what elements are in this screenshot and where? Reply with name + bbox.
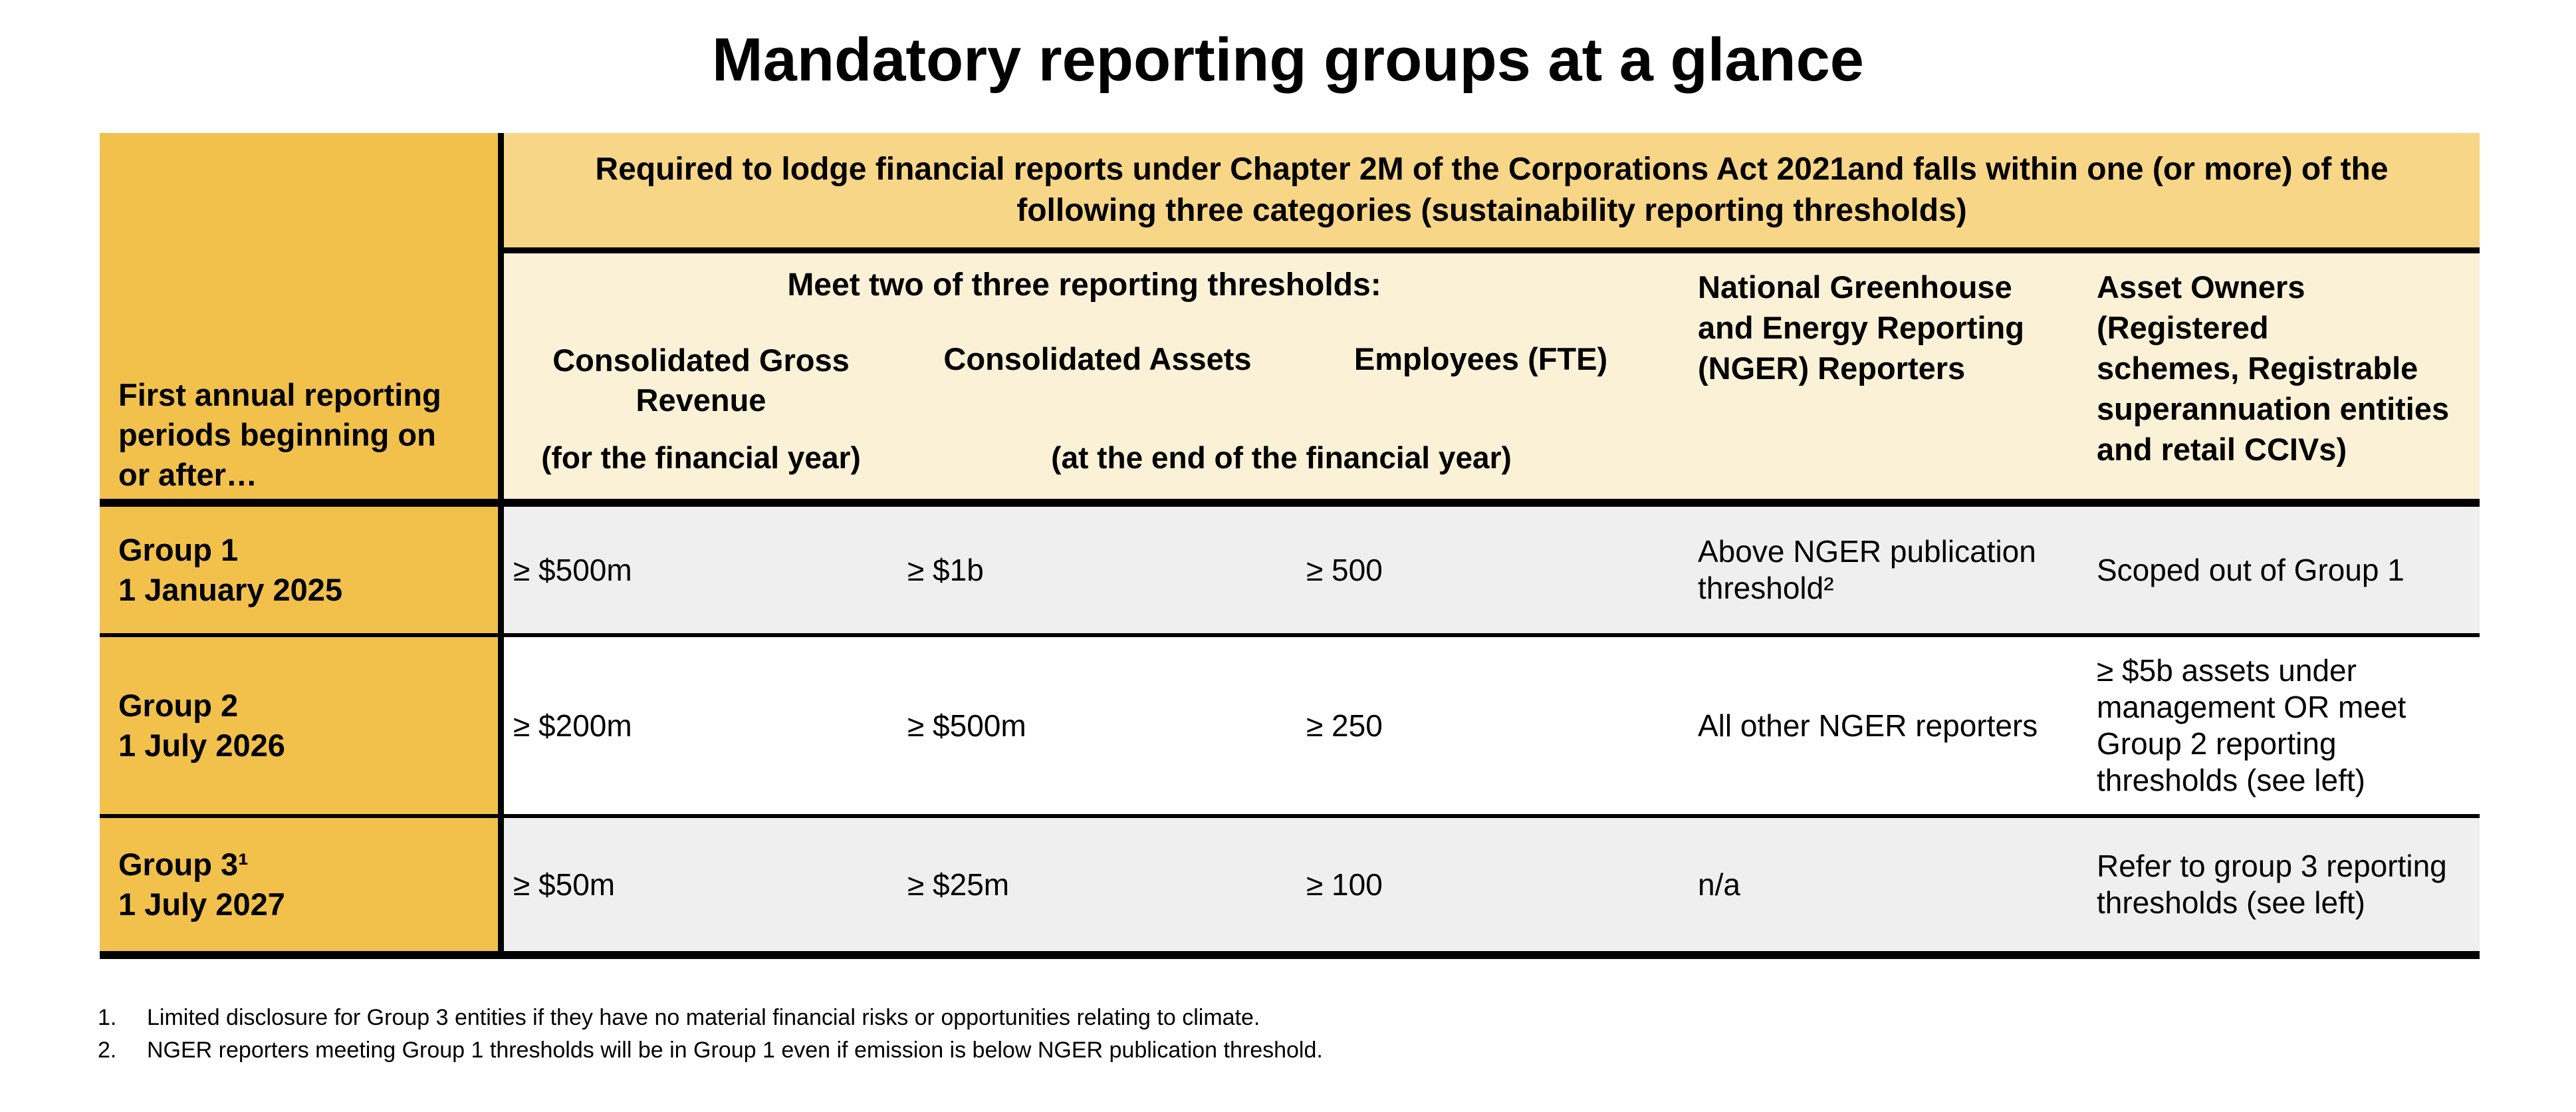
- row-header-divider: [498, 133, 504, 959]
- group1-asset-owners-value: Scoped out of Group 1: [2097, 552, 2404, 587]
- group2-group3-divider: [100, 814, 2480, 818]
- footnote-2: 2. NGER reporters meeting Group 1 thresh…: [98, 1034, 1323, 1067]
- footnote-2-text: NGER reporters meeting Group 1 threshold…: [147, 1038, 1323, 1063]
- footnotes: 1. Limited disclosure for Group 3 entiti…: [98, 1002, 1323, 1067]
- group2-assets-value: ≥ $500m: [907, 708, 1026, 743]
- group2-label: Group 2: [118, 688, 239, 723]
- header-band-divider: [504, 247, 2480, 253]
- column-header-employees: Employees (FTE): [1353, 341, 1608, 376]
- column-header-assets: Consolidated Assets: [943, 341, 1252, 376]
- group2-revenue-value: ≥ $200m: [513, 708, 632, 743]
- group1-nger-value: Above NGER publication threshold²: [1698, 534, 2036, 605]
- meet-thresholds-header: Meet two of three reporting thresholds:: [787, 267, 1381, 303]
- column-header-nger: National Greenhouse and Energy Reporting…: [1698, 269, 2024, 386]
- group3-header-cell: Group 3¹ 1 July 2027: [100, 818, 498, 951]
- footnote-1-number: 1.: [98, 1005, 117, 1030]
- sub-header-cell: Meet two of three reporting thresholds: …: [504, 253, 2480, 499]
- assets-employees-period-note: (at the end of the financial year): [1051, 440, 1512, 475]
- group3-date: 1 July 2027: [118, 887, 285, 922]
- group1-group2-divider: [100, 633, 2480, 637]
- footnote-2-number: 2.: [98, 1038, 117, 1063]
- group1-date: 1 January 2025: [118, 572, 343, 607]
- revenue-period-note: (for the financial year): [541, 440, 861, 475]
- footnote-1: 1. Limited disclosure for Group 3 entiti…: [98, 1002, 1323, 1034]
- group3-revenue-value: ≥ $50m: [513, 867, 616, 902]
- group1-label: Group 1: [118, 532, 239, 567]
- column-header-asset-owners: Asset Owners (Registered schemes, Regist…: [2097, 269, 2450, 467]
- group1-employees-value: ≥ 500: [1306, 552, 1383, 587]
- footnote-1-text: Limited disclosure for Group 3 entities …: [147, 1005, 1260, 1030]
- group2-nger-value: All other NGER reporters: [1698, 708, 2038, 743]
- header-body-divider: [100, 499, 2480, 507]
- group2-date: 1 July 2026: [118, 728, 285, 763]
- group1-assets-value: ≥ $1b: [907, 552, 984, 587]
- row-header-cell: First annual reporting periods beginning…: [100, 133, 498, 499]
- group3-nger-value: n/a: [1698, 867, 1740, 902]
- group2-row-background: [504, 637, 2480, 814]
- group2-header-cell: Group 2 1 July 2026: [100, 637, 498, 814]
- group1-row-background: [504, 507, 2480, 633]
- group3-assets-value: ≥ $25m: [907, 867, 1010, 902]
- group3-row-background: [504, 818, 2480, 951]
- group2-asset-owners-value: ≥ $5b assets under management OR meet Gr…: [2097, 653, 2406, 797]
- group3-employees-value: ≥ 100: [1306, 867, 1383, 902]
- group3-label: Group 3¹: [118, 847, 249, 882]
- table-bottom-border: [100, 951, 2480, 959]
- group2-employees-value: ≥ 250: [1306, 708, 1383, 743]
- column-header-revenue: Consolidated Gross Revenue: [552, 343, 850, 418]
- group3-asset-owners-value: Refer to group 3 reporting thresholds (s…: [2097, 849, 2447, 920]
- top-header-cell: Required to lodge financial reports unde…: [504, 133, 2480, 247]
- page-title: Mandatory reporting groups at a glance: [712, 26, 1864, 94]
- group1-revenue-value: ≥ $500m: [513, 552, 632, 587]
- reporting-groups-table: First annual reporting periods beginning…: [100, 133, 2480, 959]
- top-header-label: Required to lodge financial reports unde…: [595, 152, 2389, 228]
- group1-header-cell: Group 1 1 January 2025: [100, 507, 498, 633]
- row-header-label: First annual reporting periods beginning…: [118, 377, 441, 492]
